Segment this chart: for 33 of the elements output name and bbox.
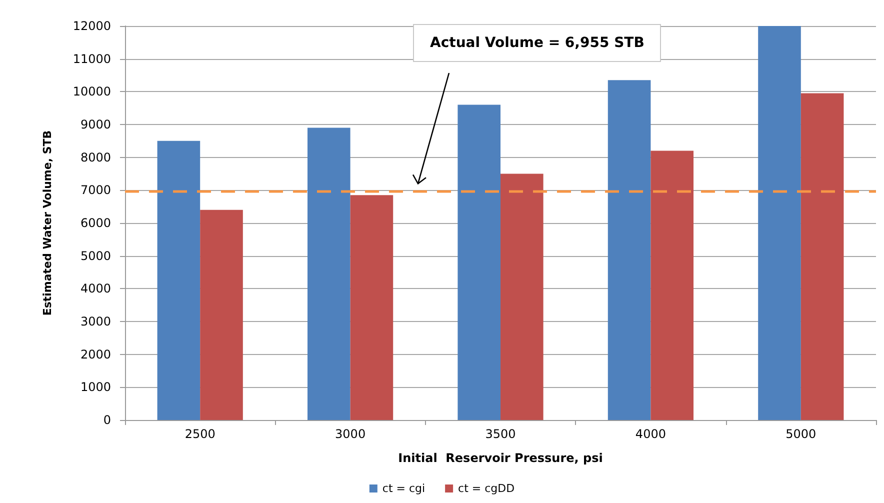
y-tick-label: 11000 [72, 52, 111, 66]
bar [458, 104, 500, 420]
bar [350, 195, 394, 420]
y-tick-label: 6000 [80, 216, 111, 230]
x-axis-title: Initial Reservoir Pressure, psi [398, 451, 603, 465]
bar [800, 93, 844, 420]
y-tick-label: 5000 [80, 248, 111, 263]
legend-label: ct = cgDD [458, 482, 515, 495]
y-tick-label: 8000 [80, 150, 111, 164]
bar [758, 26, 801, 420]
annotation: Actual Volume = 6,955 STB [413, 24, 662, 62]
y-tick-label: 9000 [80, 118, 111, 132]
y-tick-label: 12000 [72, 19, 111, 33]
x-tick-label: 2500 [184, 427, 216, 441]
bar [157, 140, 200, 420]
y-tick-label: 10000 [72, 84, 111, 99]
x-tick-label: 3500 [485, 427, 516, 441]
x-tick-label: 3000 [335, 427, 366, 441]
bar [608, 80, 651, 420]
y-tick-label: 1000 [80, 380, 111, 394]
bar [200, 210, 243, 420]
y-tick-label: 0 [103, 413, 111, 427]
y-axis-title: Estimated Water Volume, STB [41, 130, 54, 316]
bar [650, 150, 694, 420]
y-tick-label: 7000 [80, 183, 111, 198]
y-tick-label: 4000 [80, 282, 111, 296]
bar [307, 128, 350, 420]
y-tick-label: 2000 [80, 347, 111, 362]
x-tick-label: 4000 [635, 427, 666, 441]
bar [500, 174, 544, 420]
y-tick-label: 3000 [80, 314, 111, 328]
x-tick-label: 5000 [786, 427, 816, 441]
legend-label: ct = cgi [382, 482, 426, 495]
